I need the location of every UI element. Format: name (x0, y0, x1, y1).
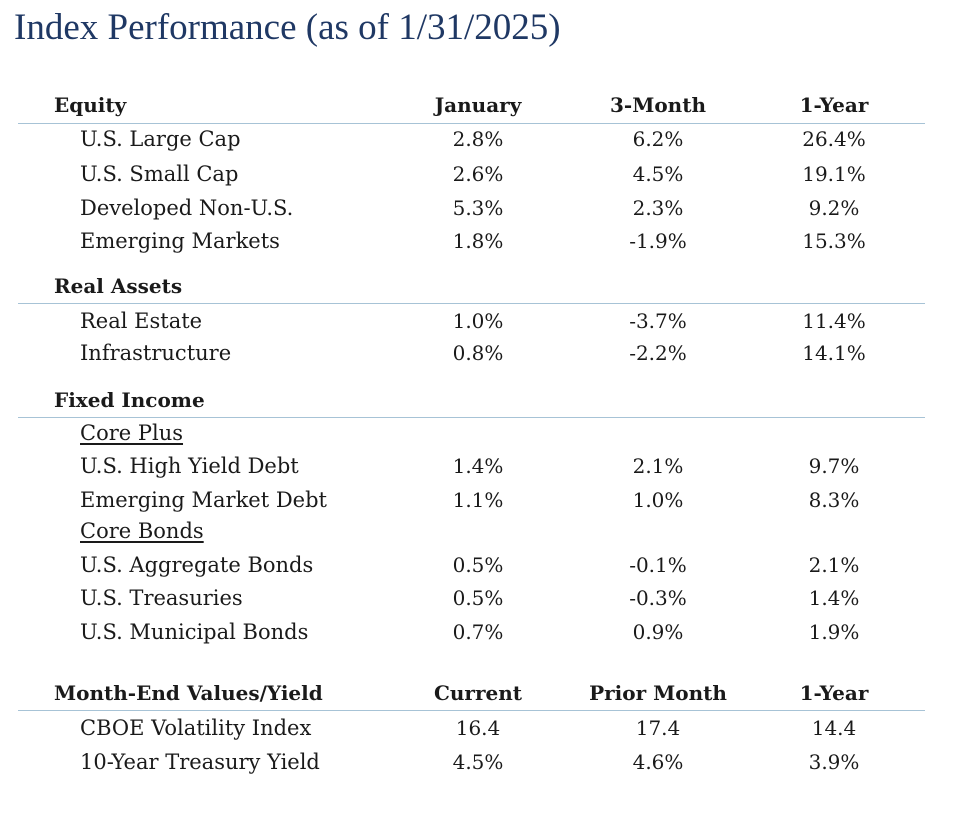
table-row: Developed Non-U.S. 5.3% 2.3% 9.2% (0, 192, 974, 225)
table-row: Real Estate 1.0% -3.7% 11.4% (0, 305, 974, 338)
fixed-income-header-row: Fixed Income (0, 384, 974, 417)
three-month-value: -1.9% (629, 229, 687, 253)
one-year-value: 1.9% (808, 620, 860, 644)
fixed-income-heading: Fixed Income (54, 388, 205, 412)
row-label: U.S. Aggregate Bonds (80, 553, 314, 577)
row-label: U.S. Treasuries (80, 586, 243, 610)
january-value: 0.8% (452, 341, 504, 365)
table-row: U.S. Municipal Bonds 0.7% 0.9% 1.9% (0, 616, 974, 649)
table-row: Emerging Markets 1.8% -1.9% 15.3% (0, 225, 974, 258)
real-assets-heading: Real Assets (54, 274, 183, 298)
col-prior-month: Prior Month (589, 681, 727, 705)
fixed-income-divider (18, 417, 925, 418)
month-end-header-row: Month-End Values/Yield Current Prior Mon… (0, 677, 974, 710)
row-label: CBOE Volatility Index (80, 716, 312, 740)
prior-month-value: 4.6% (632, 750, 684, 774)
core-plus-subheading: Core Plus (80, 421, 184, 445)
one-year-value: 14.4 (811, 716, 857, 740)
one-year-value: 11.4% (802, 309, 866, 333)
one-year-value: 9.2% (808, 196, 860, 220)
three-month-value: 1.0% (632, 488, 684, 512)
january-value: 1.1% (452, 488, 504, 512)
real-assets-header-row: Real Assets (0, 270, 974, 303)
one-year-value: 3.9% (808, 750, 860, 774)
one-year-value: 9.7% (808, 454, 860, 478)
current-value: 16.4 (455, 716, 501, 740)
month-end-divider (18, 710, 925, 711)
january-value: 2.8% (452, 127, 504, 151)
three-month-value: -2.2% (629, 341, 687, 365)
three-month-value: -0.1% (629, 553, 687, 577)
january-value: 0.5% (452, 553, 504, 577)
page-title: Index Performance (as of 1/31/2025) (14, 7, 561, 48)
one-year-value: 15.3% (802, 229, 866, 253)
january-value: 1.0% (452, 309, 504, 333)
prior-month-value: 17.4 (635, 716, 681, 740)
three-month-value: 2.3% (632, 196, 684, 220)
row-label: U.S. High Yield Debt (80, 454, 299, 478)
table-row: U.S. Aggregate Bonds 0.5% -0.1% 2.1% (0, 549, 974, 582)
col-january: January (434, 93, 522, 117)
row-label: Developed Non-U.S. (80, 196, 294, 220)
table-row: U.S. Small Cap 2.6% 4.5% 19.1% (0, 158, 974, 191)
three-month-value: -3.7% (629, 309, 687, 333)
three-month-value: -0.3% (629, 586, 687, 610)
one-year-value: 1.4% (808, 586, 860, 610)
equity-divider (18, 123, 925, 124)
row-label: Infrastructure (80, 341, 232, 365)
core-bonds-subheading: Core Bonds (80, 519, 204, 543)
row-label: Emerging Markets (80, 229, 280, 253)
core-plus-subheading-row: Core Plus (0, 417, 974, 450)
month-end-heading: Month-End Values/Yield (54, 681, 323, 705)
january-value: 5.3% (452, 196, 504, 220)
january-value: 1.8% (452, 229, 504, 253)
row-label: U.S. Small Cap (80, 162, 239, 186)
col-3-month: 3-Month (609, 93, 706, 117)
january-value: 0.7% (452, 620, 504, 644)
row-label: Real Estate (80, 309, 203, 333)
table-row: U.S. High Yield Debt 1.4% 2.1% 9.7% (0, 450, 974, 483)
equity-header-row: Equity January 3-Month 1-Year (0, 89, 974, 122)
table-row: 10-Year Treasury Yield 4.5% 4.6% 3.9% (0, 746, 974, 779)
table-row: U.S. Treasuries 0.5% -0.3% 1.4% (0, 582, 974, 615)
row-label: U.S. Municipal Bonds (80, 620, 309, 644)
one-year-value: 8.3% (808, 488, 860, 512)
january-value: 2.6% (452, 162, 504, 186)
core-bonds-subheading-row: Core Bonds (0, 515, 974, 548)
col-1-year: 1-Year (799, 681, 869, 705)
table-row: CBOE Volatility Index 16.4 17.4 14.4 (0, 712, 974, 745)
three-month-value: 4.5% (632, 162, 684, 186)
table-row: Infrastructure 0.8% -2.2% 14.1% (0, 337, 974, 370)
three-month-value: 6.2% (632, 127, 684, 151)
three-month-value: 0.9% (632, 620, 684, 644)
col-current: Current (433, 681, 523, 705)
row-label: U.S. Large Cap (80, 127, 241, 151)
row-label: 10-Year Treasury Yield (80, 750, 320, 774)
one-year-value: 14.1% (802, 341, 866, 365)
equity-heading: Equity (54, 93, 127, 117)
january-value: 1.4% (452, 454, 504, 478)
three-month-value: 2.1% (632, 454, 684, 478)
row-label: Emerging Market Debt (80, 488, 327, 512)
real-assets-divider (18, 303, 925, 304)
table-row: Emerging Market Debt 1.1% 1.0% 8.3% (0, 484, 974, 517)
one-year-value: 26.4% (802, 127, 866, 151)
one-year-value: 19.1% (802, 162, 866, 186)
col-1-year: 1-Year (799, 93, 869, 117)
january-value: 0.5% (452, 586, 504, 610)
one-year-value: 2.1% (808, 553, 860, 577)
current-value: 4.5% (452, 750, 504, 774)
table-row: U.S. Large Cap 2.8% 6.2% 26.4% (0, 123, 974, 156)
